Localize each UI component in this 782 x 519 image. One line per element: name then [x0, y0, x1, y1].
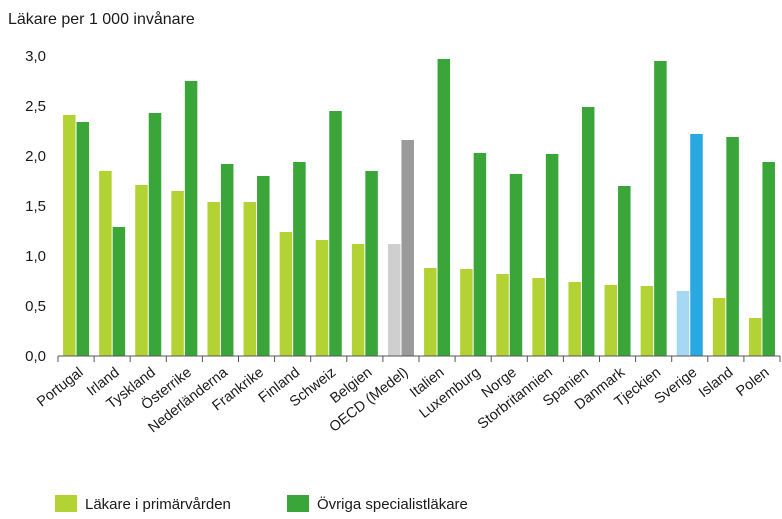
bar-specialist: [184, 81, 198, 356]
bar-specialist: [473, 153, 487, 356]
bar-primary-care: [387, 244, 401, 356]
legend: Läkare i primärvården Övriga specialistl…: [55, 495, 468, 513]
y-tick-label: 2,0: [25, 148, 46, 165]
bar-primary-care: [351, 244, 365, 356]
bar-primary-care: [99, 171, 112, 356]
bar-specialist: [654, 61, 667, 356]
x-category-label: Polen: [733, 365, 772, 400]
x-category-label: Island: [696, 365, 736, 401]
bar-primary-care: [315, 240, 329, 356]
bar-primary-care: [532, 278, 545, 356]
bar-primary-care: [676, 291, 690, 356]
y-tick-label: 3,0: [25, 48, 46, 65]
bar-specialist: [112, 227, 126, 356]
y-tick-label: 0,5: [25, 298, 46, 315]
bar-specialist: [509, 174, 523, 356]
bar-specialist: [545, 154, 559, 356]
bar-specialist: [437, 59, 451, 356]
bar-specialist: [581, 107, 595, 356]
bar-primary-care: [604, 285, 618, 356]
bar-specialist: [762, 162, 775, 356]
bar-primary-care: [496, 274, 509, 356]
bar-primary-care: [424, 268, 437, 356]
bar-primary-care: [640, 286, 654, 356]
bar-specialist: [148, 113, 162, 356]
bar-primary-care: [460, 269, 473, 356]
x-axis-category-labels: PortugalIrlandTysklandÖsterrikeNederländ…: [34, 363, 772, 436]
bar-specialist: [76, 122, 90, 356]
legend-label-specialist: Övriga specialistläkare: [317, 495, 468, 513]
bar-specialist: [690, 134, 703, 356]
bar-specialist: [257, 176, 270, 356]
x-axis-tick-marks: [57, 356, 781, 362]
bar-primary-care: [171, 191, 184, 356]
bar-specialist: [365, 171, 378, 356]
y-tick-label: 1,0: [25, 248, 46, 265]
bar-primary-care: [712, 298, 726, 356]
bar-specialist: [220, 164, 234, 356]
legend-swatch-primary: [55, 495, 77, 512]
legend-label-primary: Läkare i primärvården: [85, 496, 231, 513]
bar-specialist: [401, 140, 414, 356]
bar-specialist: [329, 111, 342, 356]
bar-primary-care: [135, 185, 148, 356]
y-axis-label: Läkare per 1 000 invånare: [8, 10, 195, 28]
bar-specialist: [618, 186, 631, 356]
bar-series: [63, 59, 775, 356]
x-category-label: Portugal: [34, 365, 86, 411]
y-tick-label: 2,5: [25, 98, 46, 115]
bar-primary-care: [207, 202, 220, 356]
bar-primary-care: [748, 318, 762, 356]
y-tick-label: 0,0: [25, 348, 46, 365]
legend-swatch-specialist: [287, 495, 309, 512]
bar-primary-care: [63, 115, 76, 356]
bar-specialist: [293, 162, 306, 356]
bar-primary-care: [279, 232, 293, 356]
y-tick-label: 1,5: [25, 198, 46, 215]
y-axis-ticks: 0,0 0,5 1,0 1,5 2,0 2,5 3,0: [25, 48, 46, 365]
bar-primary-care: [243, 202, 257, 356]
bar-specialist: [726, 137, 739, 356]
bar-primary-care: [568, 282, 581, 356]
